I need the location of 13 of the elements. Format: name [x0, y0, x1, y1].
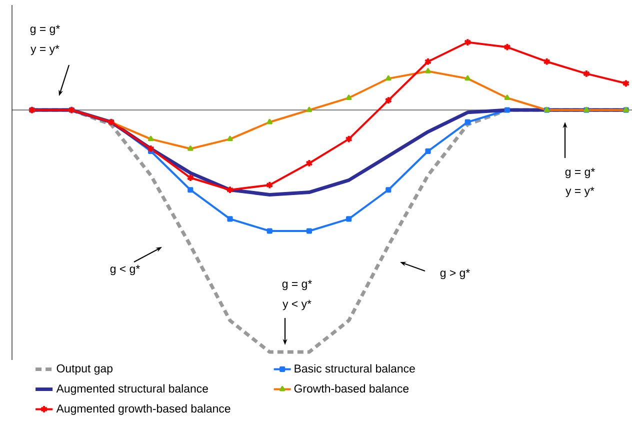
text: g = g* — [30, 24, 60, 36]
annotation: y < y* — [282, 300, 312, 310]
annotation: g = g* — [565, 168, 595, 178]
annotation: g = g* — [282, 280, 312, 290]
annotation: g < g* — [110, 264, 140, 276]
legend-label: Output gap — [56, 364, 112, 375]
annotation: y = y* — [566, 186, 594, 198]
legend-label: Augmented growth-based balance — [56, 404, 230, 415]
legend-label: Basic structural balance — [294, 364, 415, 373]
annotation: y = y* — [30, 44, 60, 56]
annotation: g > g* — [440, 268, 470, 280]
legend-label: Augmented structural balance — [56, 384, 208, 395]
legend-label: Growth-based balance — [294, 384, 409, 393]
